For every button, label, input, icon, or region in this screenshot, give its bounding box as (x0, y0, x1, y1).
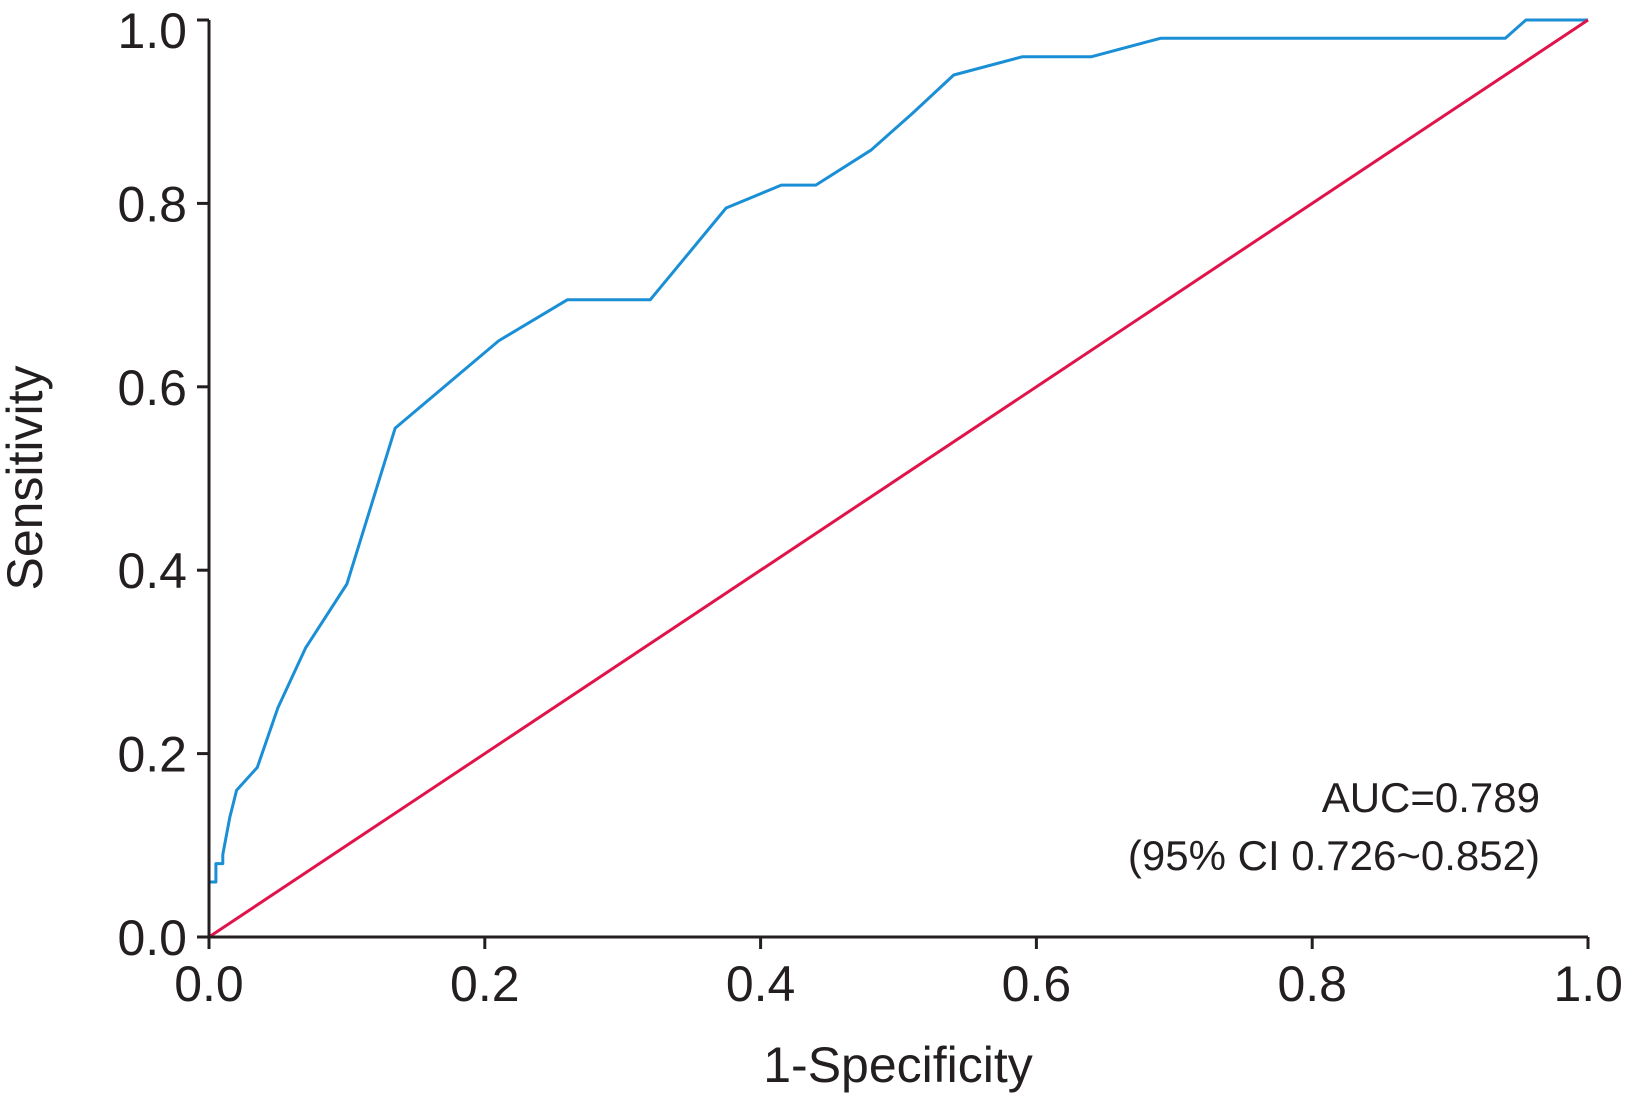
y-tick-label: 0.0 (117, 910, 187, 966)
x-tick-label: 0.8 (1277, 956, 1347, 1012)
auc-annotation: AUC=0.789 (1322, 774, 1540, 821)
y-tick-label: 0.8 (117, 176, 187, 232)
series-layer (207, 18, 1589, 939)
ci-annotation: (95% CI 0.726~0.852) (1128, 832, 1540, 879)
x-tick-label: 1.0 (1553, 956, 1623, 1012)
x-axis-title: 1-Specificity (763, 1037, 1033, 1093)
x-tick-label: 0.0 (174, 956, 244, 1012)
reference-diagonal-line (208, 18, 1589, 939)
x-tick-label: 0.4 (726, 956, 796, 1012)
x-tick-label: 0.2 (450, 956, 520, 1012)
y-axis-title: Sensitivity (0, 365, 53, 590)
ticks-layer: 0.0 0.2 0.4 0.6 0.8 1.0 0.0 0.2 0.4 0.6 0.8 1.0 (117, 3, 1623, 1012)
x-tick-label: 0.6 (1002, 956, 1072, 1012)
y-tick-label: 0.2 (117, 727, 187, 783)
y-tick-label: 1.0 (117, 3, 187, 59)
y-tick-label: 0.6 (117, 360, 187, 416)
roc-curve-line (207, 18, 1588, 937)
y-tick-label: 0.4 (117, 543, 187, 599)
